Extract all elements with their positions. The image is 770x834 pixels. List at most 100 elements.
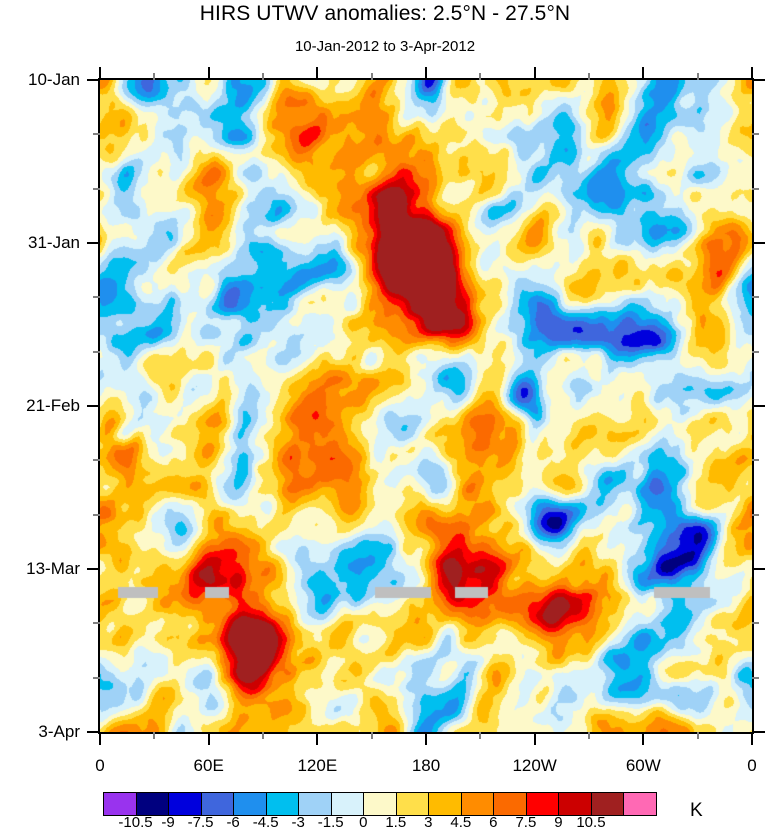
x-axis-major-tick xyxy=(99,732,101,745)
x-axis-minor-tick-top xyxy=(370,73,373,80)
colorbar-swatch xyxy=(168,793,201,815)
colorbar-swatch xyxy=(104,793,136,815)
y-axis-minor-tick-right xyxy=(752,513,759,516)
colorbar-tick-label: -7.5 xyxy=(187,814,214,831)
colorbar-swatch xyxy=(363,793,396,815)
colorbar-swatch xyxy=(460,793,494,815)
x-axis-tick-label: 0 xyxy=(747,756,757,775)
y-axis-minor-tick xyxy=(93,459,100,462)
x-axis-major-tick-top xyxy=(316,67,319,80)
x-axis-major-tick-top xyxy=(533,67,536,80)
y-axis-minor-tick-right xyxy=(752,187,759,190)
y-axis-major-tick xyxy=(87,405,100,407)
colorbar-tick-label: 10.5 xyxy=(576,814,606,831)
x-axis-major-tick xyxy=(316,732,319,745)
y-axis-major-tick xyxy=(87,731,100,733)
y-axis-minor-tick xyxy=(93,133,100,136)
x-axis-major-tick xyxy=(533,732,536,745)
y-axis-major-tick-right xyxy=(752,405,765,407)
x-axis-tick-label: 0 xyxy=(95,756,105,775)
x-axis-tick-label: 60E xyxy=(193,756,224,775)
page-title: HIRS UTWV anomalies: 2.5°N - 27.5°N xyxy=(199,2,571,25)
colorbar-swatch xyxy=(493,793,526,815)
colorbar-swatch xyxy=(265,793,299,815)
y-axis-minor-tick xyxy=(93,513,100,516)
x-axis-minor-tick xyxy=(262,732,264,739)
colorbar-tick-label: -1.5 xyxy=(317,814,344,831)
x-axis-tick-label: 60W xyxy=(625,756,661,775)
y-axis-minor-tick-right xyxy=(752,350,759,353)
colorbar-swatch xyxy=(330,793,364,815)
colorbar-tick-labels: -10.5 -9 -7.5 -6 -4.5 -3 -1.5 0 1.5 3 4.5 6 7.5 9 10.5 xyxy=(0,814,770,834)
x-axis-minor-tick-top xyxy=(588,73,590,80)
x-axis-major-tick-top xyxy=(642,67,645,80)
y-axis-minor-tick-right xyxy=(752,459,759,462)
y-axis-minor-tick-right xyxy=(752,622,759,625)
x-axis-major-tick-top xyxy=(99,67,101,80)
x-axis-minor-tick-top xyxy=(696,73,699,80)
colorbar-tick-label: 6 xyxy=(489,814,498,831)
y-axis-tick-label: 31-Jan xyxy=(28,233,80,252)
colorbar-swatch xyxy=(428,793,461,815)
y-axis-minor-tick xyxy=(93,187,100,190)
x-axis-minor-tick xyxy=(153,732,156,739)
x-axis-minor-tick-top xyxy=(479,73,482,80)
y-axis-major-tick-right xyxy=(752,79,765,81)
x-axis-major-tick xyxy=(751,732,753,745)
y-axis-major-tick-right xyxy=(752,568,765,570)
colorbar-tick-label: 0 xyxy=(359,814,368,831)
plot-area xyxy=(98,78,754,734)
colorbar-swatch xyxy=(200,793,234,815)
x-axis-minor-tick-top xyxy=(262,73,264,80)
y-axis-minor-tick xyxy=(93,622,100,625)
colorbar-swatch xyxy=(233,793,266,815)
colorbar-swatch xyxy=(558,793,591,815)
colorbar xyxy=(103,792,657,816)
x-axis-minor-tick-top xyxy=(153,73,156,80)
figure-subtitle: 10-Jan-2012 to 3-Apr-2012 xyxy=(294,38,476,55)
colorbar-units-label: K xyxy=(690,800,703,821)
y-axis-tick-label: 21-Feb xyxy=(26,396,80,415)
colorbar-tick-label: -3 xyxy=(291,814,305,831)
x-axis-minor-tick xyxy=(696,732,699,739)
y-axis-minor-tick-right xyxy=(752,296,759,299)
y-axis-minor-tick xyxy=(93,676,100,679)
y-axis-major-tick xyxy=(87,242,100,244)
y-axis-tick-label: 13-Mar xyxy=(26,559,80,578)
colorbar-tick-label: 1.5 xyxy=(385,814,407,831)
colorbar-tick-label: 3 xyxy=(424,814,433,831)
y-axis-major-tick xyxy=(87,79,100,81)
y-axis-minor-tick xyxy=(93,350,100,353)
y-axis-minor-tick-right xyxy=(752,676,759,679)
y-axis-tick-label: 10-Jan xyxy=(28,70,80,89)
x-axis-tick-label: 120W xyxy=(512,756,557,775)
y-axis-major-tick xyxy=(87,568,100,570)
x-axis-tick-label: 120E xyxy=(297,756,338,775)
x-axis-tick-label: 180 xyxy=(411,756,441,775)
x-axis-major-tick xyxy=(642,732,645,745)
x-axis-minor-tick xyxy=(370,732,373,739)
y-axis-major-tick-right xyxy=(752,242,765,244)
colorbar-swatch xyxy=(298,793,331,815)
contour-field-canvas xyxy=(100,80,752,732)
x-axis-minor-tick xyxy=(588,732,590,739)
y-axis-minor-tick-right xyxy=(752,133,759,136)
colorbar-tick-label: -9 xyxy=(161,814,175,831)
colorbar-tick-label: 9 xyxy=(554,814,563,831)
colorbar-tick-label: 4.5 xyxy=(450,814,472,831)
colorbar-swatch xyxy=(395,793,429,815)
colorbar-tick-label: 7.5 xyxy=(515,814,537,831)
x-axis-major-tick xyxy=(425,732,427,745)
colorbar-swatch xyxy=(623,793,656,815)
x-axis-major-tick xyxy=(207,732,210,745)
x-axis-major-tick-top xyxy=(207,67,210,80)
colorbar-swatch xyxy=(525,793,559,815)
y-axis-tick-label: 3-Apr xyxy=(38,722,80,741)
colorbar-tick-label: -6 xyxy=(226,814,240,831)
colorbar-tick-label: -4.5 xyxy=(252,814,279,831)
x-axis-minor-tick xyxy=(479,732,482,739)
y-axis-minor-tick xyxy=(93,296,100,299)
colorbar-swatch xyxy=(135,793,169,815)
colorbar-tick-label: -10.5 xyxy=(118,814,153,831)
